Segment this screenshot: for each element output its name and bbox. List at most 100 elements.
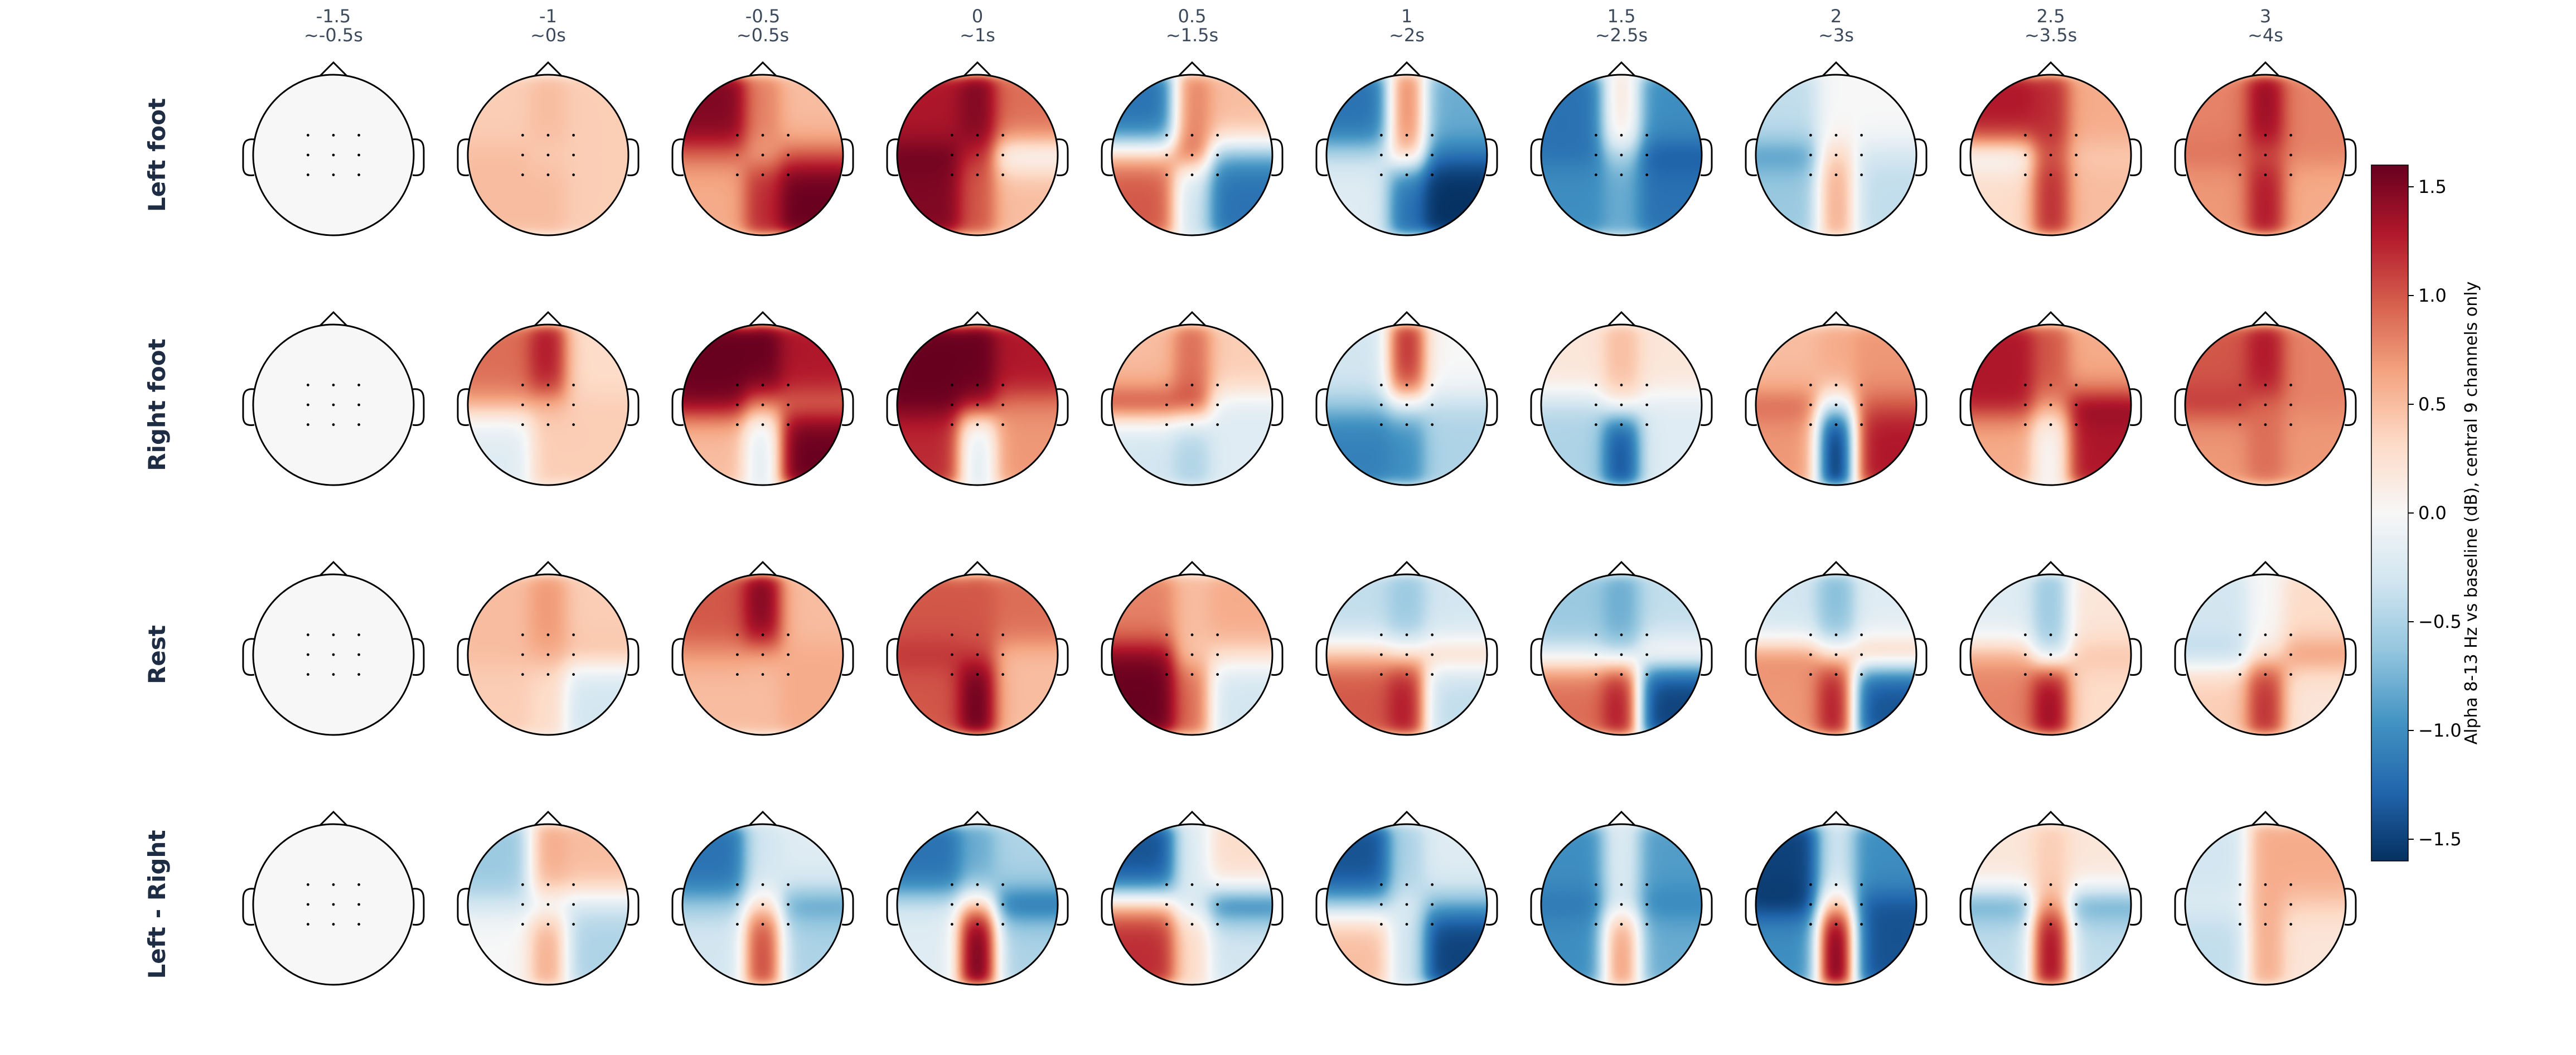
column-label-value: -0.5 — [745, 6, 780, 27]
nose-outline — [2036, 810, 2065, 826]
sensor-dot — [2289, 633, 2293, 636]
head-outline — [1755, 323, 1918, 486]
sensor-dot — [976, 673, 979, 676]
head-outline — [2184, 573, 2347, 736]
left-ear-outline — [2174, 138, 2187, 176]
sensor-dot — [1834, 134, 1838, 137]
sensor-dot — [2023, 653, 2027, 656]
right-ear-outline — [1915, 888, 1928, 926]
right-ear-outline — [1700, 638, 1713, 676]
head-outline — [1325, 823, 1488, 986]
sensor-dot — [1405, 903, 1408, 906]
sensor-dot — [1809, 653, 1812, 656]
column-label-value: 1.5 — [1607, 6, 1636, 27]
sensor-dot — [1165, 173, 1168, 176]
head-outline — [252, 323, 415, 486]
sensor-dot — [950, 673, 953, 676]
sensor-dot — [306, 903, 309, 906]
left-ear-outline — [886, 138, 899, 176]
left-ear-outline — [671, 638, 684, 676]
sensor-dot — [1216, 883, 1219, 886]
sensor-dot — [1001, 903, 1005, 906]
right-ear-outline — [1271, 638, 1284, 676]
sensor-dot — [1190, 173, 1194, 176]
sensor-dot — [2049, 653, 2052, 656]
sensor-dot — [1190, 134, 1194, 137]
sensor-dot — [1645, 923, 1649, 926]
sensor-dot — [1620, 384, 1623, 386]
sensor-dot — [2049, 423, 2052, 426]
sensor-dot — [306, 153, 309, 157]
head-outline — [1325, 323, 1488, 486]
sensor-dot — [1809, 173, 1812, 176]
sensor-dot — [761, 883, 764, 886]
sensor-dot — [2289, 883, 2293, 886]
left-ear-outline — [2174, 638, 2187, 676]
head-outline — [1969, 323, 2132, 486]
head-outline — [896, 823, 1059, 986]
head-outline — [2184, 823, 2347, 986]
left-ear-outline — [1959, 388, 1972, 426]
sensor-dot — [1834, 653, 1838, 656]
sensor-dot — [1645, 903, 1649, 906]
sensor-dot — [2264, 883, 2267, 886]
topomap — [242, 560, 425, 736]
sensor-dot — [1594, 134, 1597, 137]
nose-outline — [2036, 311, 2065, 327]
left-ear-outline — [1101, 638, 1113, 676]
column-label-time: ~2.5s — [1595, 25, 1648, 46]
sensor-dot — [1860, 153, 1863, 157]
head-outline — [1540, 323, 1703, 486]
sensor-dot — [1809, 403, 1812, 406]
sensor-dot — [1620, 673, 1623, 676]
sensor-dot — [306, 673, 309, 676]
sensor-dot — [546, 903, 550, 906]
left-ear-outline — [1959, 138, 1972, 176]
nose-outline — [534, 810, 563, 826]
sensor-dot — [1594, 883, 1597, 886]
topomap — [242, 311, 425, 486]
nose-outline — [1392, 61, 1421, 77]
sensor-dot — [1594, 633, 1597, 636]
sensor-dot — [1190, 403, 1194, 406]
sensor-dot — [2289, 403, 2293, 406]
sensor-dot — [521, 653, 524, 656]
nose-outline — [1392, 311, 1421, 327]
sensor-dot — [1216, 653, 1219, 656]
topomap — [1745, 810, 1928, 986]
sensor-dot — [761, 403, 764, 406]
head-outline — [252, 573, 415, 736]
column-label-time: ~-0.5s — [304, 25, 363, 46]
right-ear-outline — [1056, 638, 1069, 676]
left-ear-outline — [1745, 388, 1757, 426]
right-ear-outline — [1056, 138, 1069, 176]
left-ear-outline — [242, 888, 255, 926]
sensor-dot — [2264, 673, 2267, 676]
sensor-dot — [787, 673, 790, 676]
nose-outline — [1392, 560, 1421, 577]
sensor-dot — [2238, 153, 2241, 157]
sensor-dot — [357, 673, 361, 676]
column-label-value: 3 — [2260, 6, 2271, 27]
row-label: Right foot — [143, 338, 171, 471]
right-ear-outline — [1915, 638, 1928, 676]
sensor-dot — [2289, 134, 2293, 137]
sensor-dot — [787, 883, 790, 886]
sensor-dot — [1620, 173, 1623, 176]
sensor-dot — [1001, 883, 1005, 886]
right-ear-outline — [841, 388, 854, 426]
column-label-time: ~2s — [1389, 25, 1425, 46]
sensor-dot — [572, 673, 575, 676]
colorbar-tick-label: −0.5 — [2418, 611, 2462, 632]
sensor-dot — [1645, 423, 1649, 426]
topomap — [2174, 311, 2357, 486]
right-ear-outline — [1700, 138, 1713, 176]
sensor-dot — [2023, 384, 2027, 386]
sensor-dot — [2075, 134, 2078, 137]
sensor-dot — [332, 883, 335, 886]
sensor-dot — [1834, 423, 1838, 426]
sensor-dot — [761, 173, 764, 176]
sensor-dot — [1405, 384, 1408, 386]
sensor-dot — [735, 633, 739, 636]
